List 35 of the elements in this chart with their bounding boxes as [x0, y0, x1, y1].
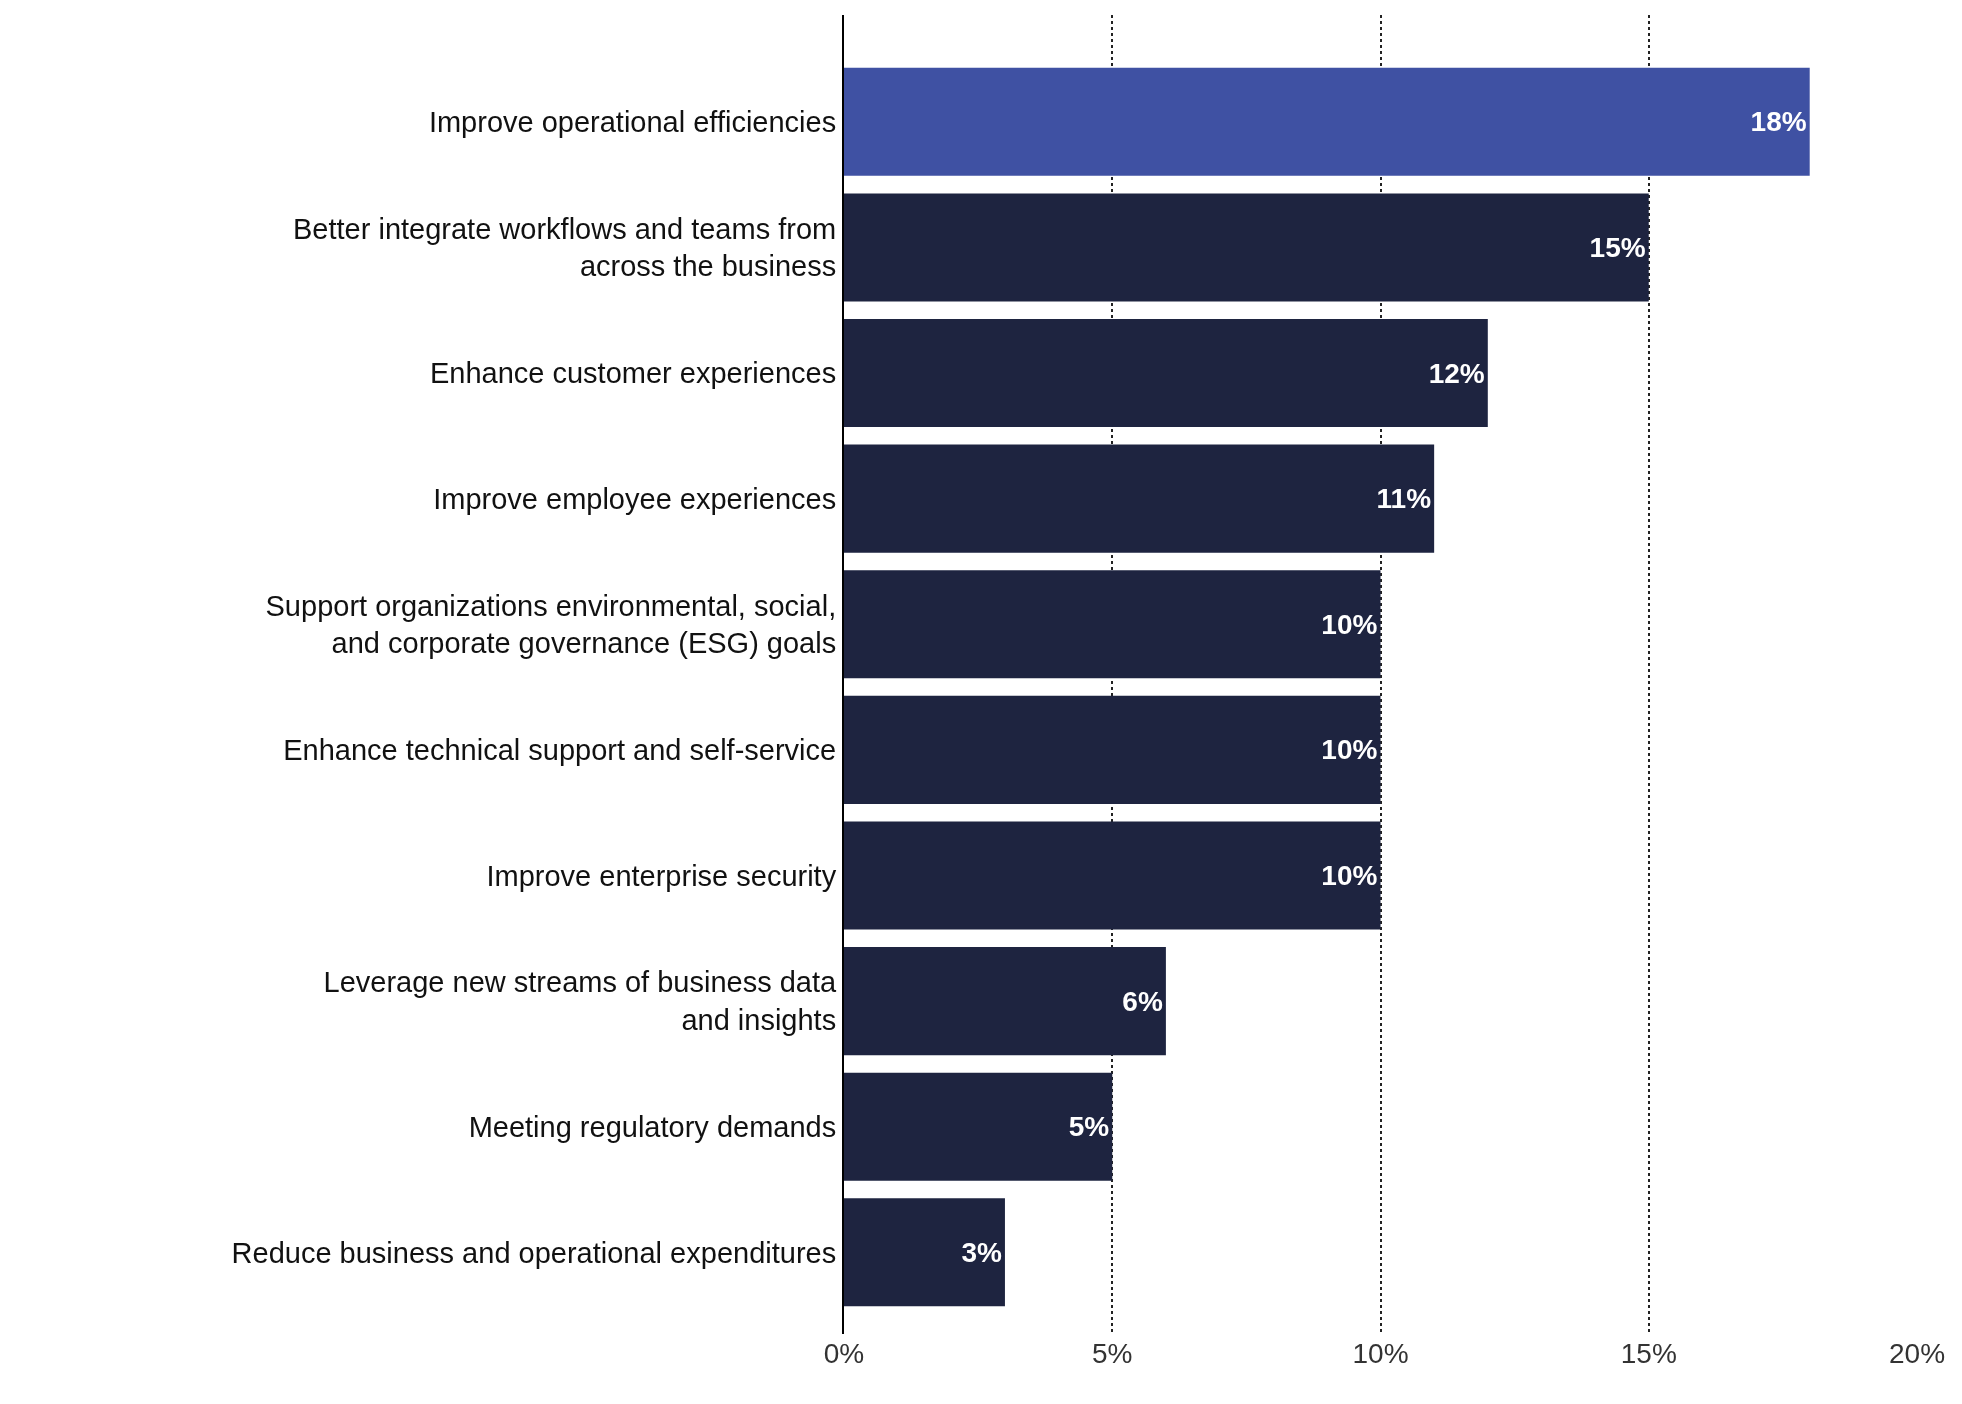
- data-label: 15%: [1589, 231, 1646, 263]
- y-tick-label: Enhance technical support and self-service: [283, 734, 837, 767]
- data-label: 3%: [961, 1236, 1002, 1268]
- x-tick-label: 15%: [1620, 1338, 1677, 1369]
- data-label: 18%: [1750, 106, 1807, 138]
- bar: [844, 319, 1488, 428]
- data-label: 6%: [1122, 985, 1163, 1017]
- data-label: 11%: [1376, 483, 1432, 515]
- bar: [844, 1072, 1113, 1181]
- bar: [844, 947, 1166, 1056]
- y-tick-label: Better integrate workflows and teams from across the business: [293, 212, 837, 283]
- data-label: 10%: [1321, 734, 1378, 766]
- x-tick-label: 20%: [1888, 1338, 1946, 1369]
- data-label: 10%: [1321, 859, 1378, 891]
- data-label: 12%: [1428, 357, 1485, 389]
- data-label: 10%: [1321, 608, 1378, 640]
- y-tick-label: Improve employee experiences: [433, 482, 837, 515]
- bar: [844, 444, 1435, 553]
- bar: [844, 695, 1381, 804]
- y-tick-label: Improve operational efficiencies: [428, 105, 837, 138]
- x-tick-label: 0%: [823, 1338, 865, 1369]
- y-tick-label: Reduce business and operational expenditures: [231, 1236, 837, 1269]
- y-tick-label: Leverage new streams of business data and insights: [323, 966, 838, 1037]
- bar: [844, 1198, 1005, 1307]
- bar: [844, 821, 1381, 930]
- y-tick-label: Enhance customer experiences: [429, 357, 837, 390]
- bar: [844, 67, 1810, 176]
- y-tick-label: Meeting regulatory demands: [468, 1110, 837, 1143]
- bar: [844, 570, 1381, 679]
- y-tick-label: Improve enterprise security: [486, 859, 837, 892]
- x-tick-label: 5%: [1092, 1338, 1133, 1369]
- data-label: 5%: [1068, 1111, 1110, 1143]
- y-tick-label: Support organizations environmental, social, and corporate governance (ESG) goals: [265, 589, 837, 660]
- x-tick-label: 10%: [1352, 1338, 1409, 1369]
- bar: [844, 193, 1649, 302]
